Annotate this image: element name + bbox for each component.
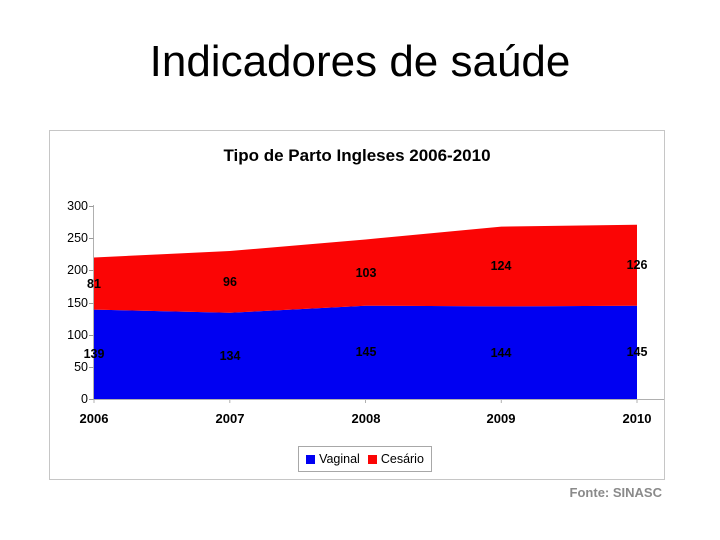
legend-swatch-vaginal [306,454,316,464]
y-tick-label: 250 [67,231,88,245]
data-label-cesario: 81 [87,277,101,291]
chart-title: Tipo de Parto Ingleses 2006-2010 [223,146,491,165]
data-label-cesario: 124 [490,259,512,273]
data-label-cesario: 103 [355,266,377,280]
data-label-vaginal: 139 [83,347,105,361]
chart-frame: Tipo de Parto Ingleses 2006-2010 [49,130,665,480]
chart-legend: Vaginal Cesário [298,446,432,472]
legend-item-vaginal: Vaginal [306,452,360,466]
y-tick-label: 50 [74,360,88,374]
x-tick-label: 2007 [215,411,245,426]
slide-title: Indicadores de saúde [149,37,571,86]
legend-label: Vaginal [319,452,360,466]
legend-label: Cesário [380,452,424,466]
data-label-vaginal: 134 [219,349,241,363]
legend-item-cesario: Cesário [367,452,424,466]
y-tick-label: 300 [67,199,88,213]
x-tick-label: 2006 [79,411,109,426]
x-tick-label: 2008 [351,411,381,426]
data-label-vaginal: 145 [355,345,377,359]
source-note: Fonte: SINASC [569,485,662,500]
data-label-cesario: 96 [223,275,237,289]
y-tick-label: 200 [67,263,88,277]
y-tick-label: 0 [81,392,88,406]
data-label-vaginal: 145 [626,345,648,359]
y-tick-label: 150 [67,296,88,310]
legend-swatch-cesario [367,454,377,464]
x-tick-label: 2010 [622,411,652,426]
data-label-cesario: 126 [626,258,648,272]
y-tick-label: 100 [67,328,88,342]
data-label-vaginal: 144 [490,346,512,360]
x-tick-label: 2009 [486,411,516,426]
